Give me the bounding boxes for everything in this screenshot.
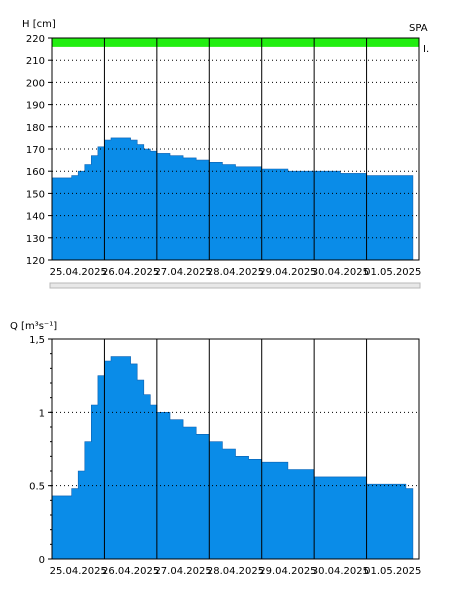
- water-level-scrollbar-track[interactable]: [49, 282, 421, 289]
- y-tick-label: 200: [26, 78, 45, 89]
- x-tick-label: 28.04.2025: [207, 267, 264, 278]
- threshold-marker-label: I.: [423, 44, 429, 55]
- x-tick-label: 30.04.2025: [312, 566, 369, 577]
- x-tick-label: 29.04.2025: [259, 566, 316, 577]
- x-tick-label: 27.04.2025: [154, 267, 211, 278]
- threshold-band: [52, 38, 419, 47]
- y-tick-label: 150: [26, 189, 45, 200]
- q-axis-label: Q [m³s⁻¹]: [10, 321, 57, 332]
- plot-frame: [51, 338, 420, 560]
- series-area: [51, 137, 414, 261]
- x-tick-label: 26.04.2025: [102, 566, 159, 577]
- water-level-grid: [51, 37, 420, 261]
- x-tick-label: 27.04.2025: [154, 566, 211, 577]
- threshold-band-group: [52, 38, 419, 47]
- y-tick-label: 220: [26, 34, 45, 45]
- water-level-chart: H [cm] SPA I. 120 130 140 150 160 170 180 190 20…: [22, 19, 429, 289]
- water-level-y-ticks: 120 130 140 150 160 170 180 190 200 210 220: [26, 34, 52, 267]
- water-level-x-ticks: 25.04.202526.04.202527.04.202528.04.2025…: [50, 267, 422, 278]
- x-tick-label: 01.05.2025: [364, 267, 421, 278]
- y-tick-label: 170: [26, 145, 45, 156]
- y-tick-label: 1: [39, 408, 45, 419]
- discharge-x-ticks: 25.04.202526.04.202527.04.202528.04.2025…: [50, 566, 422, 577]
- y-tick-label: 160: [26, 167, 45, 178]
- x-tick-label: 25.04.2025: [50, 267, 107, 278]
- y-tick-label: 190: [26, 101, 45, 112]
- x-tick-label: 28.04.2025: [207, 566, 264, 577]
- y-tick-label: 120: [26, 256, 45, 267]
- y-tick-label: 0: [39, 555, 45, 566]
- x-tick-label: 29.04.2025: [259, 267, 316, 278]
- y-tick-label: 130: [26, 234, 45, 245]
- discharge-grid: [51, 338, 420, 560]
- water-level-area-group: [51, 137, 414, 261]
- x-tick-label: 25.04.2025: [50, 566, 107, 577]
- discharge-area-group: [51, 356, 414, 560]
- x-tick-label: 26.04.2025: [102, 267, 159, 278]
- y-tick-label: 180: [26, 123, 45, 134]
- y-tick-label: 210: [26, 56, 45, 67]
- series-area: [51, 356, 414, 560]
- station-label: SPA: [409, 23, 428, 34]
- y-tick-label: 1,5: [29, 335, 45, 346]
- x-tick-label: 01.05.2025: [364, 566, 421, 577]
- discharge-y-ticks: 0 0.5 1 1,5: [29, 335, 52, 566]
- x-tick-label: 30.04.2025: [312, 267, 369, 278]
- h-axis-label: H [cm]: [22, 19, 56, 30]
- y-tick-label: 0.5: [29, 482, 45, 493]
- y-tick-label: 140: [26, 212, 45, 223]
- discharge-chart: Q [m³s⁻¹] 00.511,5 25.04.202526.04.20252…: [10, 321, 421, 577]
